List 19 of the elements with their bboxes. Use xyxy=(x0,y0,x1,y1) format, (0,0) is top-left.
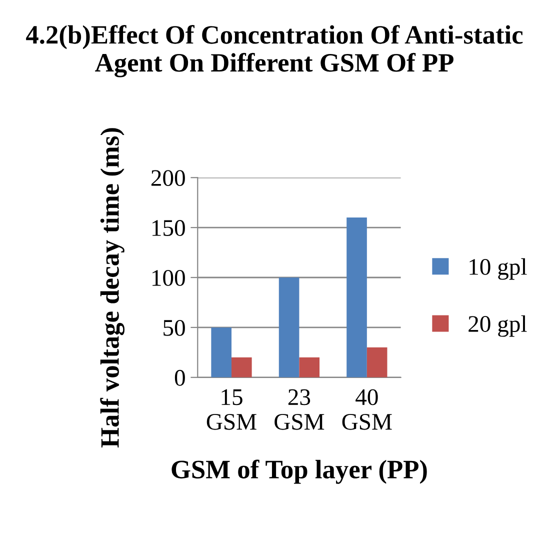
bar xyxy=(211,327,232,378)
bar xyxy=(366,347,388,378)
y-tick-label: 200 xyxy=(151,170,185,186)
y-axis-title: Half voltage decay time (ms) xyxy=(100,128,125,448)
bar xyxy=(231,357,252,378)
x-tick-label: 23 GSM xyxy=(274,389,324,430)
legend-label: 10 gpl xyxy=(470,258,527,280)
x-tick-label: 15 GSM xyxy=(206,389,256,430)
x-tick-label: 40 GSM xyxy=(342,389,392,430)
bar xyxy=(278,278,300,378)
legend-label: 20 gpl xyxy=(468,315,527,337)
y-tick-label: 50 xyxy=(164,320,185,336)
y-tick-label: 150 xyxy=(152,220,185,236)
y-tick-label: 0 xyxy=(174,370,185,386)
bar xyxy=(346,218,367,378)
y-tick-label: 100 xyxy=(152,270,185,286)
bar xyxy=(299,357,320,378)
chart-title: 4.2(b)Effect Of Concentration Of Anti-static Agent On Different GSM Of PP xyxy=(26,24,523,78)
x-axis-title: GSM of Top layer (PP) xyxy=(172,460,427,484)
